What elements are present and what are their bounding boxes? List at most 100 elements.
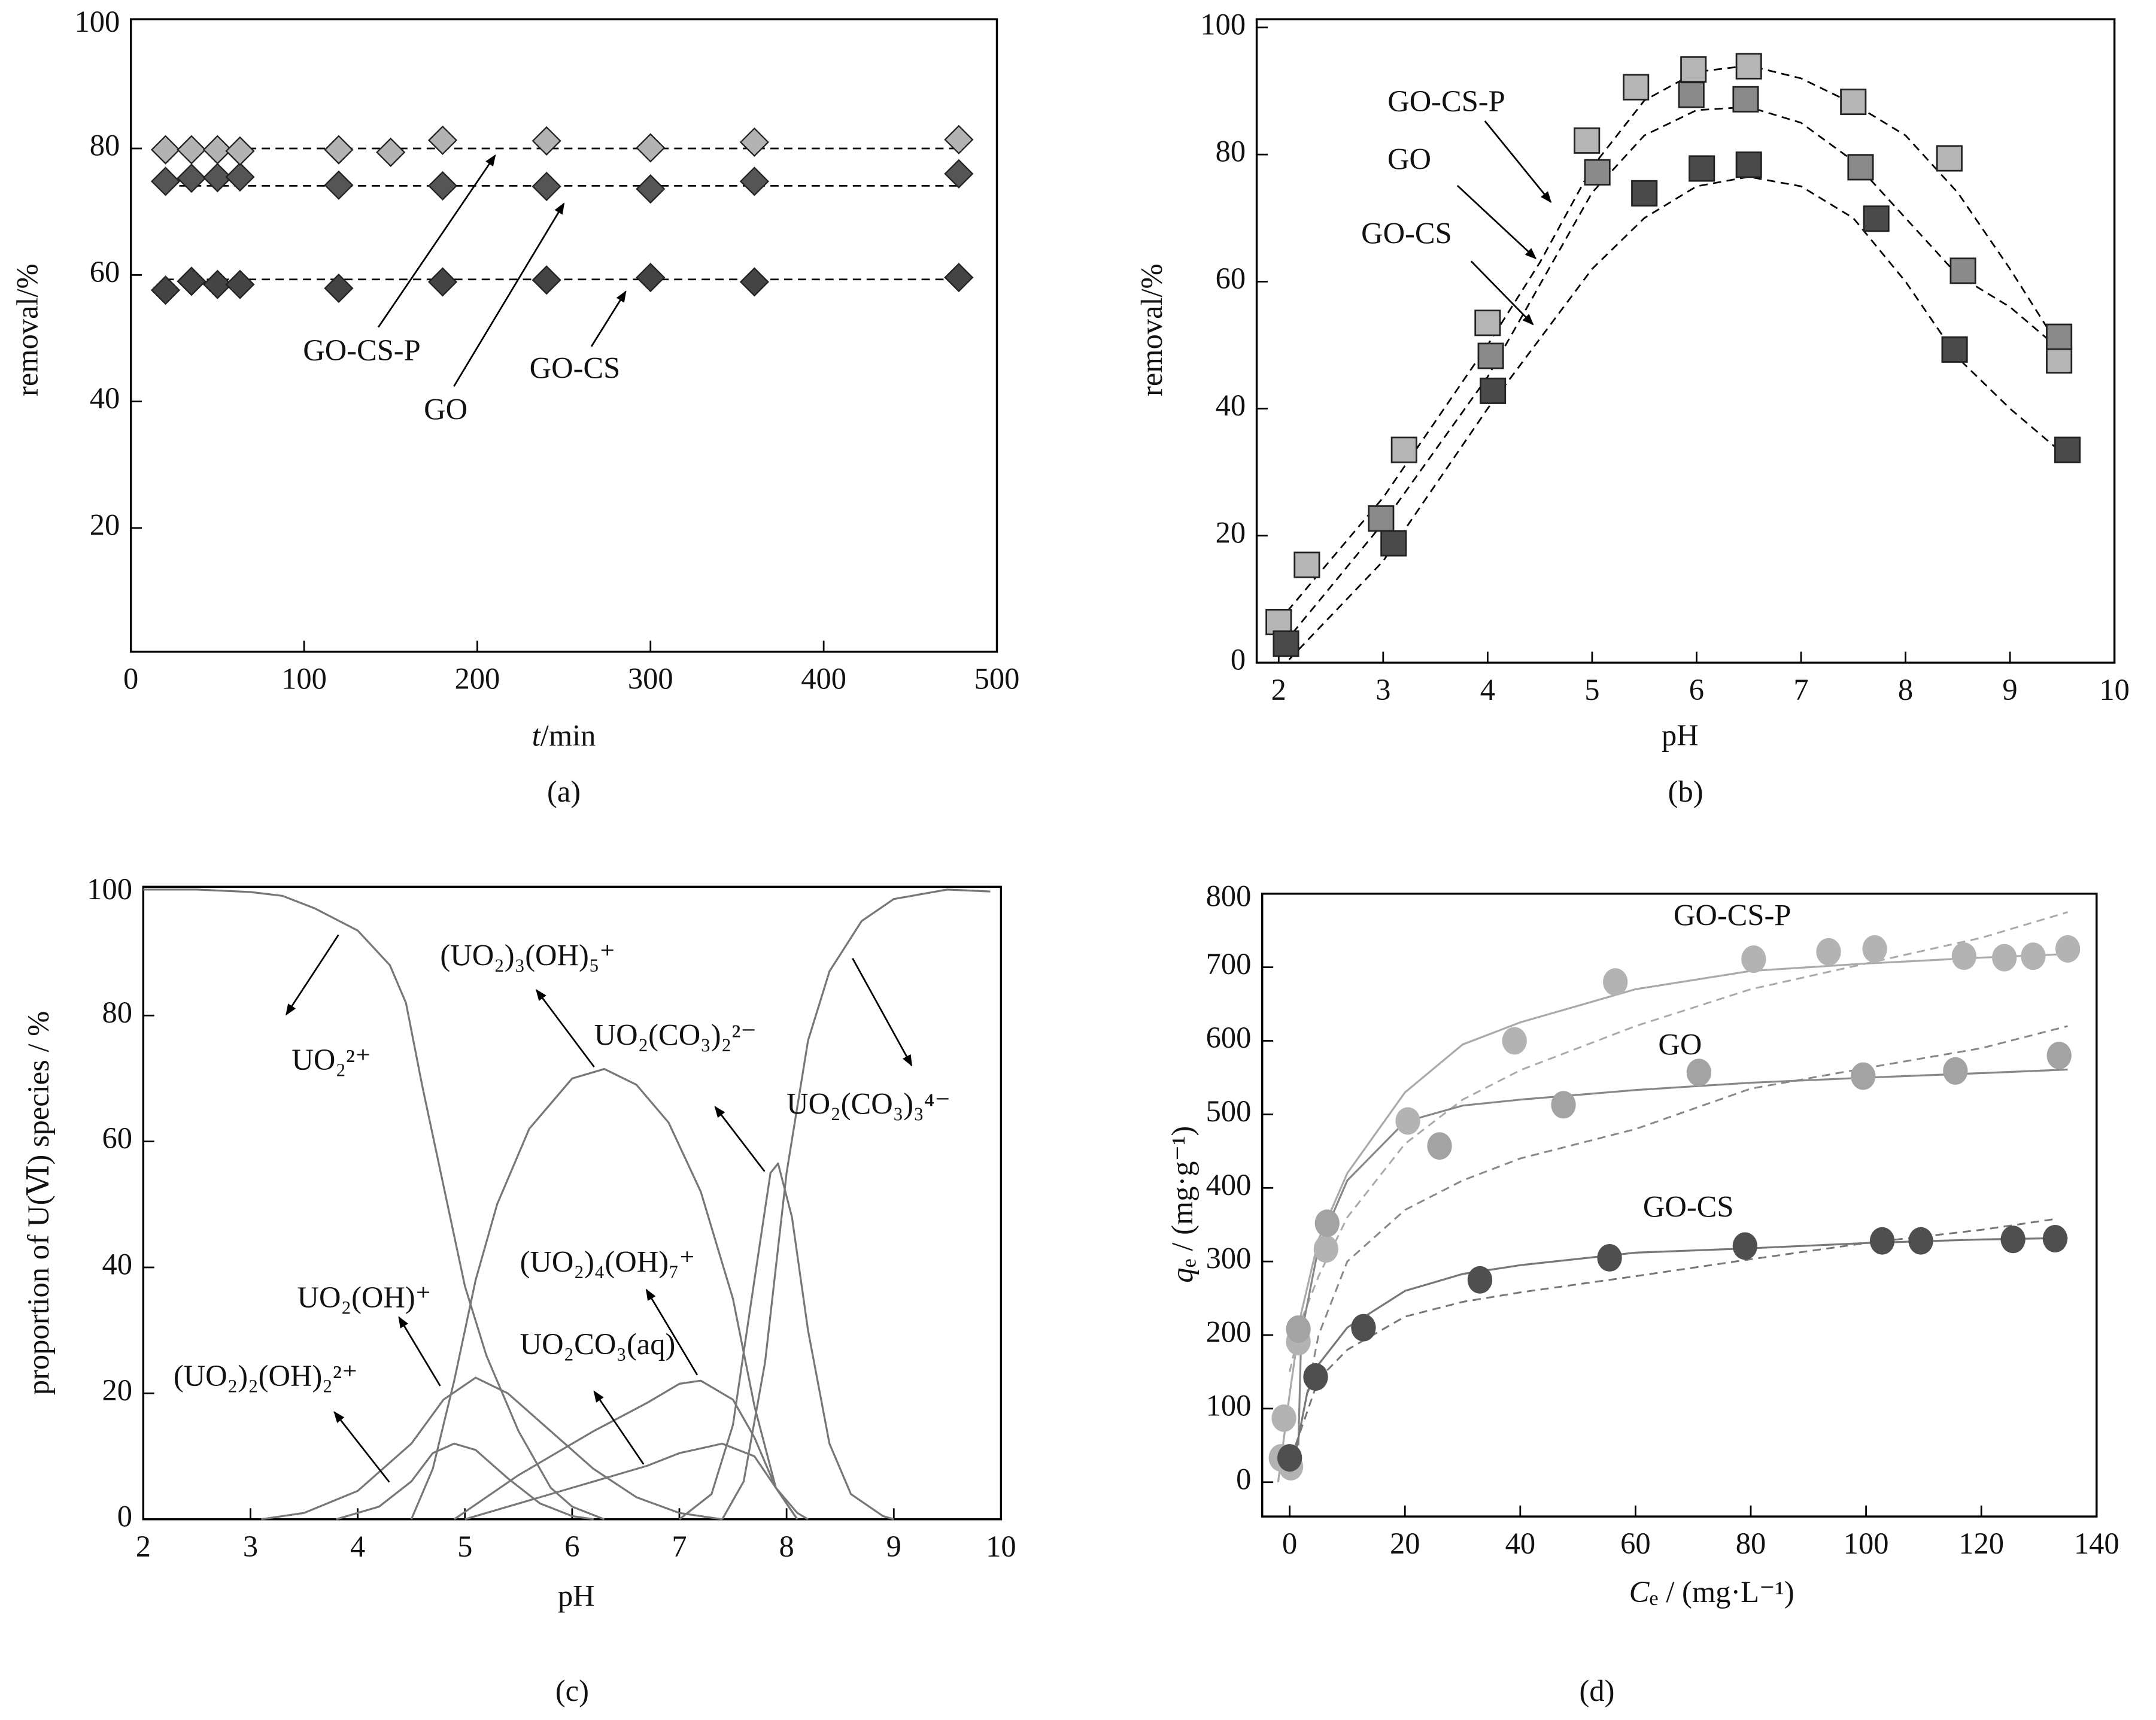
x-axis-label-unit: /min — [540, 718, 596, 752]
y-axis-label-unit: / (mg·g⁻¹) — [1165, 1126, 1199, 1258]
x-tick-label: 300 — [628, 662, 673, 696]
y-axis-label-symbol: q — [1165, 1268, 1199, 1283]
data-point-go-cs — [1732, 1232, 1758, 1260]
fit-curve-go — [1283, 106, 2063, 644]
data-point-go-cs-p — [1735, 53, 1762, 80]
y-tick-label: 400 — [1206, 1168, 1252, 1202]
x-tick-label: 80 — [1736, 1527, 1766, 1560]
annotation-arrow — [1484, 120, 1552, 204]
data-point-go-cs-p — [1390, 436, 1417, 463]
y-tick-label: 40 — [90, 381, 120, 415]
data-point-go — [944, 159, 974, 189]
x-tick-label: 0 — [1282, 1527, 1297, 1560]
y-axis-label: qe / (mg·g⁻¹) — [1165, 1126, 1200, 1283]
data-point-go-cs — [1277, 1444, 1302, 1472]
species-curve — [464, 1442, 809, 1521]
x-tick-label: 5 — [1584, 673, 1599, 706]
x-axis-label: t/min — [532, 718, 596, 752]
data-point-go-cs-p — [1293, 551, 1320, 578]
data-point-go-cs-p — [1502, 1027, 1527, 1055]
x-axis-label-symbol: C — [1629, 1575, 1650, 1609]
data-point-go-cs-p — [532, 126, 561, 156]
data-point-go-cs — [202, 269, 232, 299]
x-tick-label: 140 — [2074, 1527, 2119, 1560]
species-curve — [261, 1376, 722, 1521]
data-point-go-cs — [1735, 151, 1762, 178]
annotation-arrow — [377, 154, 496, 328]
data-point-go-cs — [1908, 1227, 1933, 1255]
data-point-go — [2046, 323, 2073, 350]
data-point-go-cs — [1597, 1243, 1622, 1272]
y-axis-label: removal/% — [11, 263, 44, 396]
annotation-label: GO — [424, 393, 467, 426]
data-point-go — [1732, 86, 1759, 113]
data-point-go-cs-p — [1680, 56, 1707, 83]
dashed-fit-go-cs — [1294, 1218, 2057, 1446]
data-point-go-cs — [1941, 336, 1968, 363]
x-tick-label: 100 — [1844, 1527, 1889, 1560]
data-point-go-cs-p — [202, 135, 232, 165]
species-curve — [336, 1442, 594, 1521]
y-tick-label: 100 — [1200, 8, 1246, 41]
data-point-go-cs-p — [1574, 127, 1601, 154]
x-tick-label: 6 — [564, 1530, 579, 1563]
species-label: UO₂(CO₃)₂²⁻ — [594, 1018, 757, 1051]
x-tick-label: 20 — [1390, 1527, 1420, 1560]
x-tick-label: 7 — [672, 1530, 687, 1563]
data-point-go-cs — [2042, 1225, 2068, 1252]
x-axis-label-symbol: t — [532, 718, 542, 752]
data-point-go-cs-p — [1603, 968, 1628, 996]
x-axis-label: Ce / (mg·L⁻¹) — [1629, 1575, 1794, 1610]
data-point-go-cs — [1689, 155, 1715, 182]
data-point-go-cs-p — [1992, 944, 2017, 972]
data-point-go-cs-p — [2021, 942, 2046, 970]
species-curve — [453, 1379, 798, 1521]
data-point-go-cs-p — [427, 125, 458, 155]
data-point-go — [427, 171, 458, 201]
data-point-go — [1847, 154, 1874, 181]
data-point-go-cs-p — [225, 136, 255, 166]
data-point-go-cs-p — [1271, 1404, 1296, 1432]
y-tick-label: 300 — [1206, 1242, 1252, 1275]
species-curve — [143, 888, 605, 1521]
panel-label: (a) — [547, 775, 581, 808]
series-label: GO — [1658, 1028, 1702, 1061]
species-curve — [679, 1162, 894, 1521]
data-point-go — [1551, 1091, 1576, 1119]
y-tick-label: 20 — [102, 1373, 132, 1407]
y-axis-label: proportion of U(Ⅵ) species / % — [22, 1011, 55, 1395]
data-point-go — [1686, 1058, 1712, 1087]
species-label: UO₂CO₃(aq) — [520, 1327, 676, 1361]
data-point-go-cs-p — [150, 135, 181, 165]
data-point-go — [1943, 1057, 1968, 1085]
data-point-go — [532, 171, 561, 202]
x-tick-label: 60 — [1620, 1527, 1651, 1560]
data-point-go-cs-p — [1862, 935, 1887, 963]
data-point-go-cs — [1467, 1266, 1493, 1294]
data-point-go-cs-p — [1474, 310, 1501, 336]
annotation-label: GO-CS — [530, 351, 621, 385]
data-point-go-cs — [150, 275, 181, 305]
data-point-go — [202, 163, 232, 193]
panel-label: (d) — [1579, 1674, 1614, 1707]
species-label: UO₂²⁺ — [291, 1043, 371, 1076]
annotation-label: GO-CS-P — [303, 333, 420, 367]
chart-panel-d: 0 20 40 60 80 100 120 140 0 100 200 300 400 500 600 700… — [1165, 879, 2119, 1707]
data-point-go — [150, 166, 181, 196]
data-point-go-cs-p — [636, 133, 666, 163]
data-point-go-cs-p — [376, 137, 406, 167]
x-tick-label: 8 — [1898, 673, 1913, 706]
data-point-go — [1477, 342, 1504, 369]
y-axis-label: removal/% — [1135, 263, 1168, 396]
data-point-go-cs — [1631, 180, 1658, 207]
x-tick-label: 40 — [1505, 1527, 1536, 1560]
y-tick-label: 100 — [87, 872, 132, 906]
data-point-go — [177, 163, 207, 193]
data-point-go-cs — [1351, 1313, 1376, 1342]
data-point-go-cs — [177, 266, 207, 296]
x-tick-label: 3 — [1375, 673, 1390, 706]
species-curve — [721, 888, 991, 1520]
annotation-label: GO-CS — [1361, 217, 1452, 250]
x-tick-label: 9 — [2002, 673, 2017, 706]
